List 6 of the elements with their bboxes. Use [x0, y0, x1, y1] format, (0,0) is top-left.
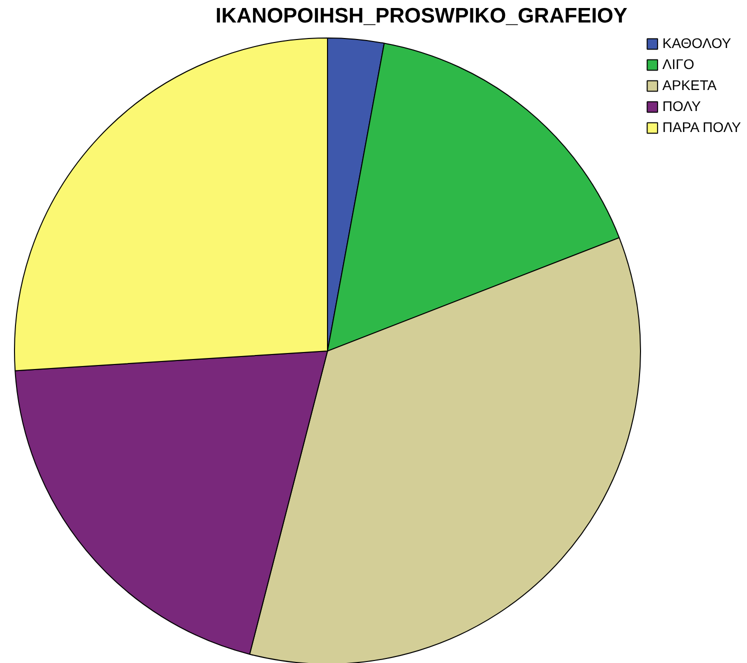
legend-label: ΛΙΓΟ [662, 56, 694, 72]
legend-label: ΚΑΘΟΛΟΥ [662, 35, 732, 51]
legend-label: ΠΑΡΑ ΠΟΛΥ [662, 119, 741, 135]
chart-title: IKANOPOIHSH_PROSWPIKO_GRAFEIOY [216, 4, 628, 28]
legend-label: ΑΡΚΕΤΑ [662, 77, 717, 93]
legend-label: ΠΟΛΥ [662, 98, 701, 114]
